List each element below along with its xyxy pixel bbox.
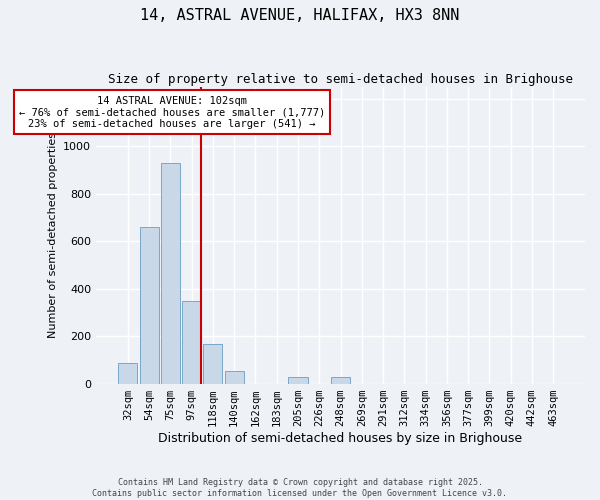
Title: Size of property relative to semi-detached houses in Brighouse: Size of property relative to semi-detach… xyxy=(108,72,573,86)
Y-axis label: Number of semi-detached properties: Number of semi-detached properties xyxy=(47,132,58,338)
Bar xyxy=(118,362,137,384)
X-axis label: Distribution of semi-detached houses by size in Brighouse: Distribution of semi-detached houses by … xyxy=(158,432,523,445)
Bar xyxy=(331,377,350,384)
Bar xyxy=(161,163,180,384)
Text: 14, ASTRAL AVENUE, HALIFAX, HX3 8NN: 14, ASTRAL AVENUE, HALIFAX, HX3 8NN xyxy=(140,8,460,22)
Bar xyxy=(224,371,244,384)
Bar xyxy=(182,301,201,384)
Bar xyxy=(140,227,158,384)
Text: Contains HM Land Registry data © Crown copyright and database right 2025.
Contai: Contains HM Land Registry data © Crown c… xyxy=(92,478,508,498)
Bar xyxy=(203,344,223,384)
Text: 14 ASTRAL AVENUE: 102sqm
← 76% of semi-detached houses are smaller (1,777)
23% o: 14 ASTRAL AVENUE: 102sqm ← 76% of semi-d… xyxy=(19,96,325,129)
Bar xyxy=(289,377,308,384)
